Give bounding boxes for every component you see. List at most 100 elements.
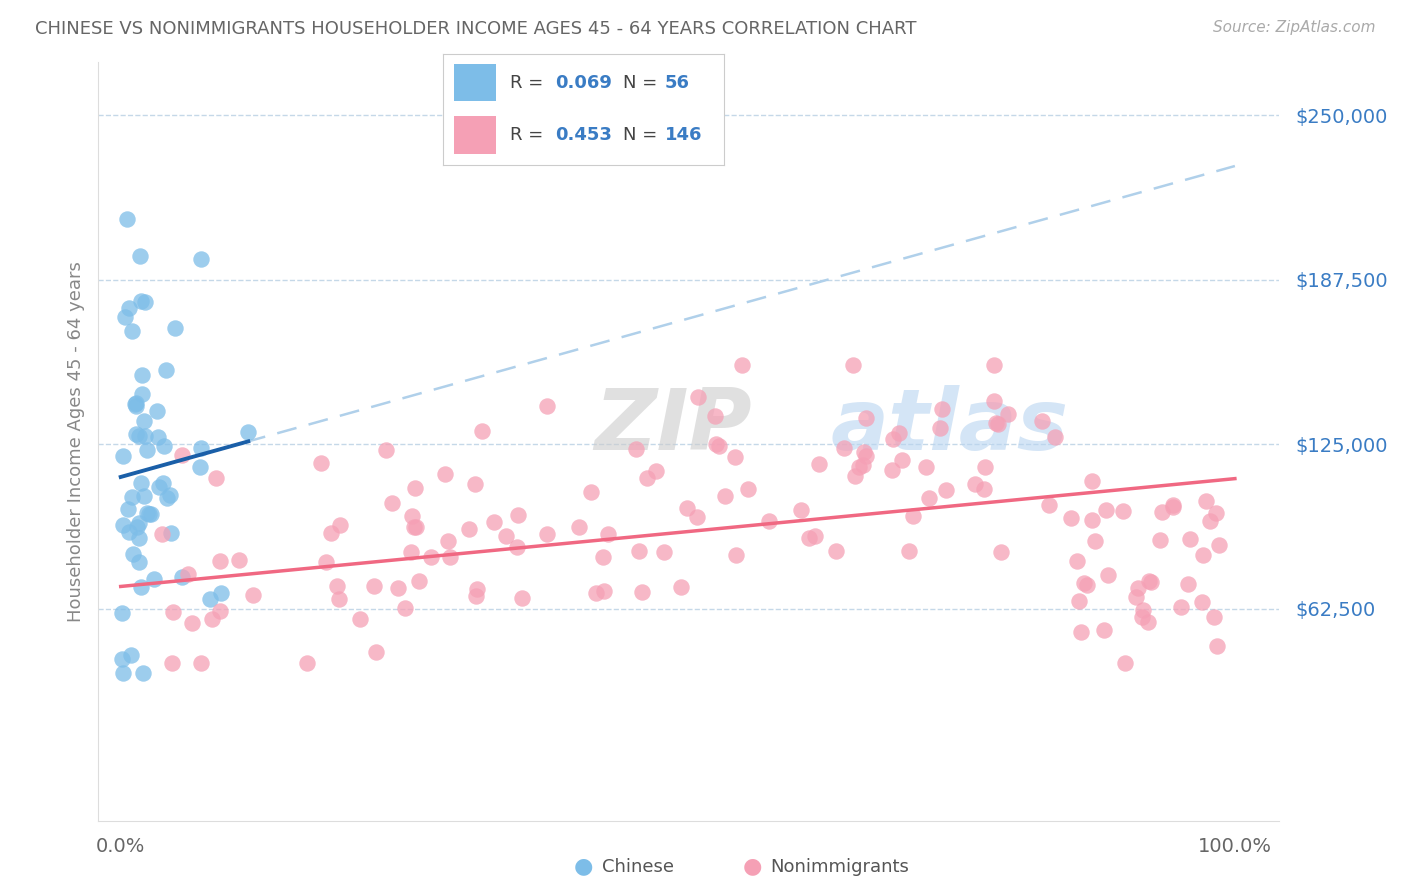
Point <box>676 501 699 516</box>
Point <box>799 531 821 545</box>
Point <box>439 550 461 565</box>
Text: 56: 56 <box>665 73 690 92</box>
Text: Chinese: Chinese <box>602 858 673 876</box>
Point <box>804 529 827 543</box>
Point <box>624 442 647 456</box>
Point <box>1038 498 1060 512</box>
Point <box>990 545 1012 559</box>
Point <box>686 510 709 524</box>
Text: ●: ● <box>574 856 593 876</box>
Text: ZIP: ZIP <box>595 384 752 468</box>
Point <box>824 544 846 558</box>
Point <box>579 484 602 499</box>
Point <box>129 249 152 263</box>
Point <box>329 517 352 532</box>
Point <box>125 520 148 534</box>
Point <box>898 543 921 558</box>
Point <box>852 458 875 472</box>
Point <box>506 508 529 522</box>
Text: Source: ZipAtlas.com: Source: ZipAtlas.com <box>1212 20 1375 35</box>
Point <box>118 524 141 539</box>
Point <box>405 520 427 534</box>
Point <box>536 399 558 413</box>
Point <box>209 586 232 600</box>
Y-axis label: Householder Income Ages 45 - 64 years: Householder Income Ages 45 - 64 years <box>66 261 84 622</box>
Point <box>536 527 558 541</box>
Point <box>315 555 337 569</box>
Text: 0.069: 0.069 <box>555 73 612 92</box>
Point <box>1066 554 1088 568</box>
Text: ●: ● <box>742 856 762 876</box>
Point <box>882 433 904 447</box>
Point <box>495 529 517 543</box>
Point <box>929 421 952 435</box>
Point <box>714 489 737 503</box>
Point <box>128 516 150 530</box>
Point <box>120 648 142 663</box>
Point <box>129 293 152 308</box>
Point <box>1076 578 1098 592</box>
Point <box>399 545 422 559</box>
Point <box>724 548 747 562</box>
Point <box>134 295 156 310</box>
Point <box>121 325 143 339</box>
Point <box>394 601 416 615</box>
Point <box>408 574 430 588</box>
Point <box>986 416 1008 430</box>
Point <box>190 441 212 455</box>
Point <box>596 526 619 541</box>
Point <box>848 459 870 474</box>
Point <box>1170 599 1192 614</box>
Point <box>387 581 409 595</box>
Point <box>131 368 153 383</box>
Point <box>328 591 350 606</box>
Point <box>842 358 865 372</box>
Point <box>903 508 925 523</box>
Point <box>707 439 730 453</box>
Point <box>152 439 174 453</box>
Point <box>593 584 616 599</box>
Point <box>134 429 156 443</box>
Point <box>1180 532 1202 546</box>
Point <box>198 591 221 606</box>
Point <box>1208 539 1230 553</box>
Point <box>114 310 136 324</box>
Point <box>1114 656 1136 670</box>
Point <box>128 429 150 443</box>
Point <box>138 508 160 522</box>
Point <box>349 612 371 626</box>
Text: atlas: atlas <box>831 384 1069 468</box>
Point <box>242 588 264 602</box>
Point <box>1202 610 1225 624</box>
Point <box>1126 581 1149 595</box>
Point <box>1205 507 1227 521</box>
Point <box>1060 510 1083 524</box>
Point <box>364 645 387 659</box>
Point <box>737 482 759 496</box>
Point <box>121 490 143 504</box>
Point <box>1205 640 1227 654</box>
Point <box>190 252 212 266</box>
Point <box>155 363 177 377</box>
Point <box>855 411 877 425</box>
Point <box>136 506 159 520</box>
Point <box>1112 504 1135 518</box>
Point <box>568 519 591 533</box>
Point <box>170 448 193 462</box>
Point <box>1191 548 1213 562</box>
Point <box>1043 430 1066 444</box>
Point <box>1067 593 1090 607</box>
Point <box>160 526 183 541</box>
Point <box>132 489 155 503</box>
Point <box>125 396 148 410</box>
Point <box>703 409 725 423</box>
Point <box>631 585 654 599</box>
Point <box>228 552 250 566</box>
Point <box>148 480 170 494</box>
Point <box>965 477 987 491</box>
Point <box>997 408 1019 422</box>
Point <box>111 606 134 620</box>
Point <box>381 496 404 510</box>
Point <box>758 515 780 529</box>
Point <box>1177 577 1199 591</box>
